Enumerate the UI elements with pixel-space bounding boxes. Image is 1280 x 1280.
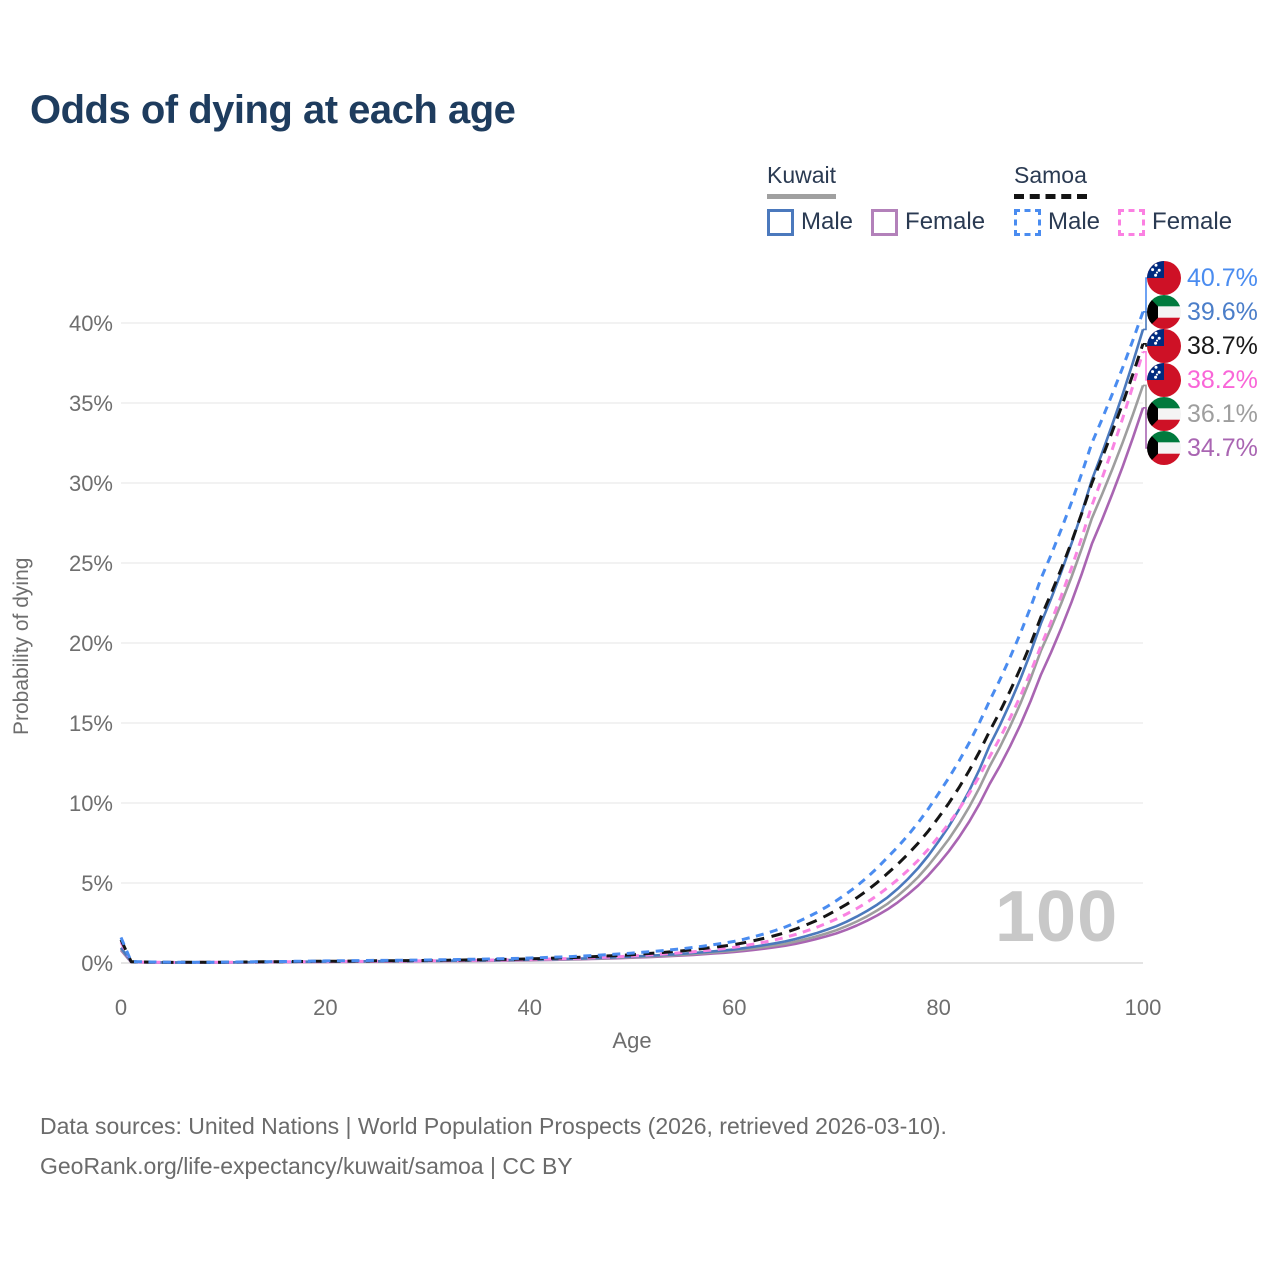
x-tick-label: 0: [115, 995, 127, 1020]
legend-group-kuwait: Kuwait Male Female: [767, 162, 985, 236]
kuwait-flag-icon: [1147, 397, 1181, 431]
age-watermark: 100: [995, 877, 1119, 957]
kuwait-male-swatch: [767, 208, 794, 236]
x-tick-label: 60: [722, 995, 746, 1020]
samoa-flag-icon: [1147, 363, 1181, 397]
y-tick-label: 30%: [69, 471, 113, 496]
legend-label-samoa-female: Female: [1152, 208, 1233, 235]
samoa-male-swatch: [1014, 208, 1041, 236]
end-value-samoa-both: 38.7%: [1187, 331, 1258, 360]
kuwait-flag-icon: [1147, 431, 1181, 465]
legend-item-kuwait-male[interactable]: Male: [767, 208, 853, 236]
end-label-row-kuwait-both: 36.1%: [1147, 397, 1258, 431]
end-label-row-kuwait-female: 34.7%: [1147, 431, 1258, 465]
series-line-samoa-female: [119, 351, 1145, 964]
legend-group-samoa: Samoa Male Female: [1014, 162, 1232, 236]
series-line-kuwait-male: [119, 329, 1145, 964]
end-value-samoa-male: 40.7%: [1187, 263, 1258, 292]
series-line-samoa-male: [119, 311, 1145, 964]
samoa-flag-icon: [1147, 329, 1181, 363]
samoa-flag-icon: [1147, 261, 1181, 295]
x-tick-label: 100: [1125, 995, 1162, 1020]
end-value-samoa-female: 38.2%: [1187, 365, 1258, 394]
series-line-samoa-both-sexes: [119, 343, 1145, 964]
end-label-row-samoa-female: 38.2%: [1147, 363, 1258, 397]
end-label-row-kuwait-male: 39.6%: [1147, 295, 1258, 329]
legend-item-samoa-female[interactable]: Female: [1118, 208, 1232, 236]
legend-item-kuwait-female[interactable]: Female: [871, 208, 985, 236]
legend-item-samoa-male[interactable]: Male: [1014, 208, 1100, 236]
legend-header-kuwait[interactable]: Kuwait: [767, 162, 837, 199]
y-axis-title: Probability of dying: [10, 557, 33, 735]
end-value-kuwait-both: 36.1%: [1187, 399, 1258, 428]
legend-label-kuwait-female: Female: [905, 208, 986, 235]
samoa-female-swatch: [1118, 208, 1146, 236]
kuwait-female-swatch: [871, 208, 899, 236]
x-tick-label: 20: [313, 995, 337, 1020]
end-value-kuwait-female: 34.7%: [1187, 433, 1258, 462]
end-value-kuwait-male: 39.6%: [1187, 297, 1258, 326]
x-tick-label: 40: [518, 995, 542, 1020]
page-title: Odds of dying at each age: [30, 88, 516, 132]
y-tick-label: 20%: [69, 631, 113, 656]
end-label-row-samoa-both: 38.7%: [1147, 329, 1258, 363]
y-tick-label: 10%: [69, 791, 113, 816]
y-tick-label: 5%: [81, 871, 113, 896]
y-tick-label: 40%: [69, 311, 113, 336]
y-tick-label: 0%: [81, 951, 113, 976]
source-attribution: Data sources: United Nations | World Pop…: [40, 1106, 947, 1186]
series-line-kuwait-female: [120, 407, 1145, 964]
y-tick-label: 15%: [69, 711, 113, 736]
y-tick-label: 35%: [69, 391, 113, 416]
x-tick-label: 80: [926, 995, 950, 1020]
license-line: GeoRank.org/life-expectancy/kuwait/samoa…: [40, 1153, 573, 1179]
legend-label-samoa-male: Male: [1048, 208, 1101, 235]
y-tick-label: 25%: [69, 551, 113, 576]
series-line-kuwait-both-sexes: [119, 384, 1145, 964]
legend-header-samoa[interactable]: Samoa: [1014, 162, 1087, 199]
kuwait-flag-icon: [1147, 295, 1181, 329]
legend-label-kuwait-male: Male: [801, 208, 854, 235]
x-axis-title: Age: [612, 1028, 652, 1053]
end-label-row-samoa-male: 40.7%: [1147, 261, 1258, 295]
data-sources-line: Data sources: United Nations | World Pop…: [40, 1113, 947, 1139]
